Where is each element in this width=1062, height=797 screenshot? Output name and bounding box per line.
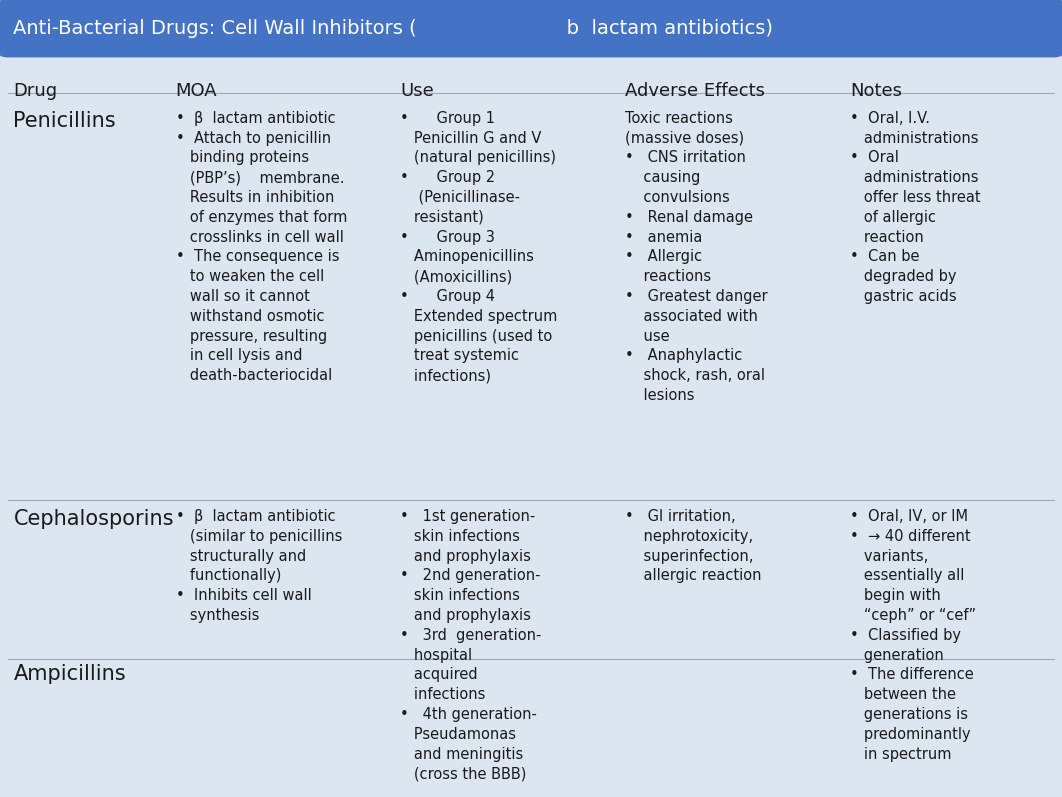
Text: Penicillins: Penicillins xyxy=(14,111,116,131)
Text: Use: Use xyxy=(400,82,434,100)
Text: •  β  lactam antibiotic
   (similar to penicillins
   structurally and
   functi: • β lactam antibiotic (similar to penici… xyxy=(175,509,342,623)
Text: •  Oral, IV, or IM
•  → 40 different
   variants,
   essentially all
   begin wi: • Oral, IV, or IM • → 40 different varia… xyxy=(850,509,976,762)
Text: •   GI irritation,
    nephrotoxicity,
    superinfection,
    allergic reaction: • GI irritation, nephrotoxicity, superin… xyxy=(626,509,761,583)
FancyBboxPatch shape xyxy=(0,0,1062,57)
Text: Cephalosporins: Cephalosporins xyxy=(14,509,174,529)
Text: •   1st generation-
   skin infections
   and prophylaxis
•   2nd generation-
  : • 1st generation- skin infections and pr… xyxy=(400,509,542,781)
Text: Notes: Notes xyxy=(850,82,902,100)
Text: •      Group 1
   Penicillin G and V
   (natural penicillins)
•      Group 2
   : • Group 1 Penicillin G and V (natural pe… xyxy=(400,111,558,383)
Text: Adverse Effects: Adverse Effects xyxy=(626,82,765,100)
Text: Drug: Drug xyxy=(14,82,57,100)
Text: Ampicillins: Ampicillins xyxy=(14,664,126,684)
Text: MOA: MOA xyxy=(175,82,217,100)
Text: Anti-Bacterial Drugs: Cell Wall Inhibitors (                        b  lactam an: Anti-Bacterial Drugs: Cell Wall Inhibito… xyxy=(14,18,773,37)
Text: •  β  lactam antibiotic
•  Attach to penicillin
   binding proteins
   (PBP’s)  : • β lactam antibiotic • Attach to penici… xyxy=(175,111,347,383)
Text: •  Oral, I.V.
   administrations
•  Oral
   administrations
   offer less threat: • Oral, I.V. administrations • Oral admi… xyxy=(850,111,980,304)
Text: Toxic reactions
(massive doses)
•   CNS irritation
    causing
    convulsions
•: Toxic reactions (massive doses) • CNS ir… xyxy=(626,111,768,403)
